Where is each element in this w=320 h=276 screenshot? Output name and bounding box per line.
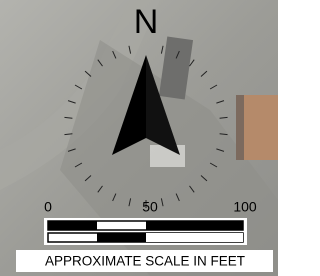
- scale-segment: [146, 233, 243, 242]
- scale-segment: [97, 233, 146, 242]
- scale-segment: [48, 221, 97, 230]
- scale-caption: APPROXIMATE SCALE IN FEET: [45, 254, 245, 269]
- scale-label: 50: [142, 199, 158, 215]
- scale-label: 0: [44, 199, 52, 215]
- scale-label: 100: [233, 199, 257, 215]
- north-label: N: [134, 3, 159, 41]
- scale-segment: [146, 221, 243, 230]
- map: N 0 50 100 APPROXIMATE SCALE IN FEET: [0, 0, 278, 276]
- building-edge: [236, 95, 244, 160]
